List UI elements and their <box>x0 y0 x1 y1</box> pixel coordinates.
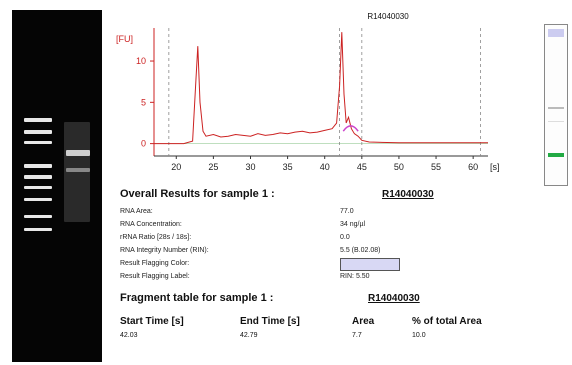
result-row-value: 5.5 (B.02.08) <box>340 247 381 254</box>
ladder-band <box>24 215 52 218</box>
flag-color-swatch <box>340 258 400 271</box>
x-unit-label: [s] <box>490 162 500 172</box>
lane-marker <box>548 107 564 109</box>
result-row-label: Result Flagging Label: <box>120 273 190 280</box>
x-tick-label: 55 <box>431 162 441 172</box>
x-tick-label: 40 <box>320 162 330 172</box>
ladder-band <box>24 228 52 231</box>
ladder-band <box>24 118 52 122</box>
y-tick-label: 5 <box>141 97 146 107</box>
fragment-cell: 7.7 <box>352 332 362 339</box>
result-row-label: Result Flagging Color: <box>120 260 190 267</box>
fragment-cell: 10.0 <box>412 332 426 339</box>
chart-title: R14040030 <box>367 12 409 21</box>
y-tick-label: 10 <box>136 56 146 66</box>
fragment-col-header: Start Time [s] <box>120 316 184 327</box>
electropherogram: [FU] 0 5 10 20 25 30 35 40 45 50 55 60 [s] R14040030 <box>108 8 500 184</box>
sample-band <box>66 168 90 172</box>
virtual-gel-lane <box>544 24 568 186</box>
fragment-col-header: End Time [s] <box>240 316 300 327</box>
fragment-cell: 42.03 <box>120 332 138 339</box>
result-row-label: rRNA Ratio [28s / 18s]: <box>120 234 192 241</box>
sample-band <box>66 150 90 156</box>
lane-marker-green <box>548 153 564 157</box>
ladder-band <box>24 141 52 144</box>
result-row-label: RNA Area: <box>120 208 153 215</box>
gel-image <box>12 10 102 362</box>
fragment-col-header: Area <box>352 316 375 327</box>
lane-marker <box>548 121 564 122</box>
ladder-band <box>24 198 52 201</box>
ladder-band <box>24 175 52 179</box>
result-row-label: RNA Concentration: <box>120 221 182 228</box>
result-row-value: 77.0 <box>340 208 354 215</box>
series-line <box>154 32 488 145</box>
y-tick-label: 0 <box>141 139 146 149</box>
x-tick-label: 30 <box>245 162 255 172</box>
lane-marker-top <box>548 29 564 37</box>
x-tick-label: 35 <box>283 162 293 172</box>
fragment-table-title: Fragment table for sample 1 : <box>120 292 274 304</box>
y-axis-label: [FU] <box>116 34 133 44</box>
ladder-band <box>24 164 52 168</box>
electropherogram-svg: [FU] 0 5 10 20 25 30 35 40 45 50 55 60 [s] <box>116 28 500 172</box>
fragment-sample-name: R14040030 <box>368 293 420 304</box>
result-row-value: RIN: 5.50 <box>340 273 370 280</box>
x-tick-label: 20 <box>171 162 181 172</box>
x-tick-label: 50 <box>394 162 404 172</box>
x-tick-label: 60 <box>468 162 478 172</box>
result-row-label: RNA Integrity Number (RIN): <box>120 247 209 254</box>
fragment-col-header: % of total Area <box>412 316 482 327</box>
ladder-band <box>24 186 52 189</box>
ladder-band <box>24 130 52 134</box>
sample-lane <box>64 122 90 222</box>
fragment-highlight <box>342 125 359 132</box>
result-row-value: 34 ng/µl <box>340 221 366 228</box>
x-tick-label: 45 <box>357 162 367 172</box>
overall-sample-name: R14040030 <box>382 189 434 200</box>
fragment-cell: 42.79 <box>240 332 258 339</box>
result-row-value: 0.0 <box>340 234 350 241</box>
x-tick-label: 25 <box>208 162 218 172</box>
overall-results-title: Overall Results for sample 1 : <box>120 188 275 200</box>
